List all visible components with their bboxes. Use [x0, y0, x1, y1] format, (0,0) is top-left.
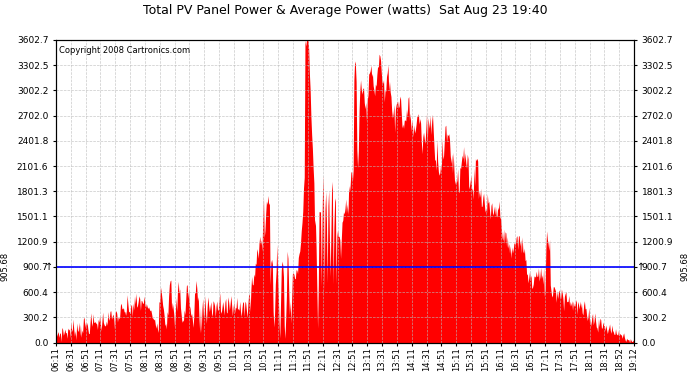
Text: 905.68: 905.68 [680, 252, 689, 281]
Text: Copyright 2008 Cartronics.com: Copyright 2008 Cartronics.com [59, 46, 190, 55]
Text: ↑: ↑ [45, 261, 53, 272]
Text: Total PV Panel Power & Average Power (watts)  Sat Aug 23 19:40: Total PV Panel Power & Average Power (wa… [143, 4, 547, 17]
Text: 905.68: 905.68 [1, 252, 10, 281]
Text: ↑: ↑ [637, 261, 645, 272]
